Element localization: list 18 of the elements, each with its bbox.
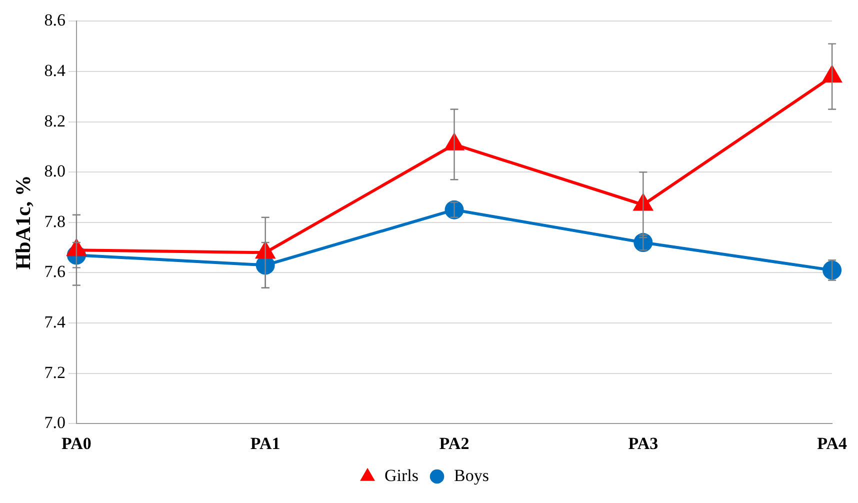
legend-label: Boys [454, 466, 489, 485]
y-tick-label: 8.4 [44, 60, 66, 80]
legend-label: Girls [384, 466, 419, 485]
y-tick-label: 8.6 [44, 10, 66, 30]
y-tick-label: 7.8 [44, 212, 66, 231]
x-tick-label: PA1 [250, 434, 280, 454]
point [822, 260, 842, 280]
x-tick-label: PA0 [61, 434, 92, 454]
y-tick-label: 8.2 [44, 111, 66, 130]
x-tick-label: PA3 [628, 434, 658, 454]
x-tick-label: PA2 [439, 434, 470, 454]
y-tick-label: 7.0 [44, 413, 66, 432]
y-tick-label: 8.0 [44, 162, 66, 181]
y-tick-label: 7.4 [44, 312, 66, 332]
x-tick-label: PA4 [817, 434, 848, 454]
y-axis-title: HbA1c, % [11, 175, 36, 270]
y-tick-label: 7.2 [44, 362, 66, 382]
y-tick-label: 7.6 [44, 262, 66, 282]
